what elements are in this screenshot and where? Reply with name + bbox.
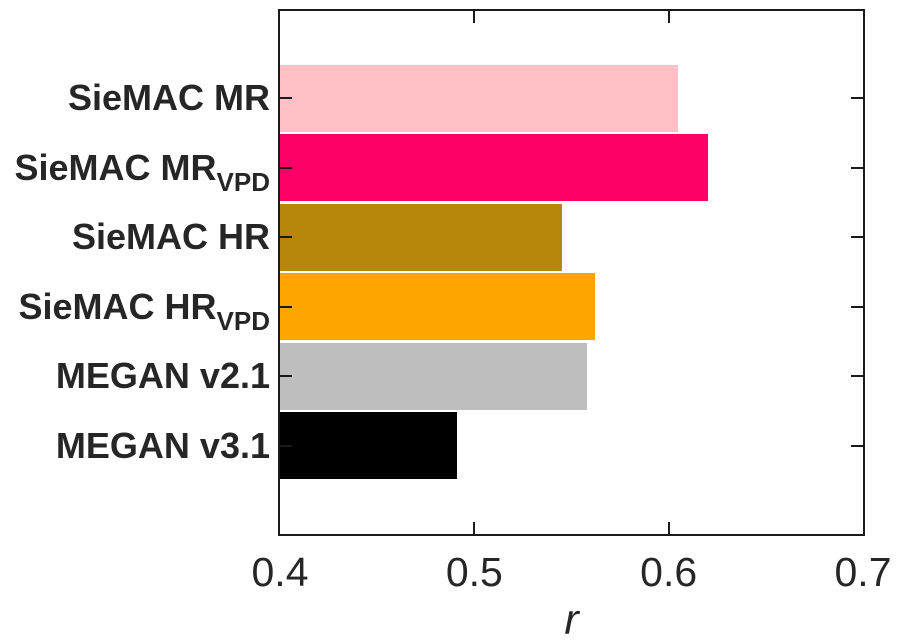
- y-tick-left: [280, 305, 292, 308]
- bar-siemac-hr-vpd: [280, 273, 595, 340]
- bar-siemac-mr-vpd: [280, 134, 708, 201]
- y-tick-left: [280, 375, 292, 377]
- category-label: SieMAC MRVPD: [14, 146, 270, 197]
- x-tick-label: 0.4: [251, 549, 309, 595]
- y-tick-right: [851, 236, 863, 238]
- bar-megan-v2.1: [280, 342, 587, 410]
- category-label: SieMAC HRVPD: [18, 285, 271, 336]
- x-tick-top: [473, 11, 475, 23]
- y-tick-left: [280, 444, 292, 447]
- y-tick-right: [851, 305, 863, 308]
- x-tick-bottom: [473, 522, 475, 534]
- x-tick-top: [668, 11, 670, 23]
- x-tick-bottom: [668, 522, 670, 534]
- x-tick-label: 0.7: [834, 549, 892, 595]
- category-label: MEGAN v3.1: [55, 424, 270, 466]
- y-tick-right: [851, 444, 863, 447]
- y-tick-left: [280, 97, 292, 99]
- x-tick-label: 0.5: [445, 549, 503, 595]
- x-tick-label: 0.6: [640, 549, 698, 595]
- y-tick-left: [280, 236, 292, 238]
- category-label: SieMAC HR: [71, 216, 270, 257]
- x-axis-label: r: [564, 596, 579, 644]
- bar-megan-v3.1: [280, 412, 457, 479]
- category-label: MEGAN v2.1: [55, 355, 270, 396]
- y-tick-right: [851, 375, 863, 377]
- y-tick-left: [280, 166, 292, 169]
- category-label: SieMAC MR: [67, 77, 270, 118]
- y-tick-right: [851, 166, 863, 169]
- plot-area: [278, 9, 865, 536]
- y-tick-right: [851, 97, 863, 99]
- bar-siemac-mr: [280, 64, 678, 132]
- bar-siemac-hr: [280, 203, 562, 271]
